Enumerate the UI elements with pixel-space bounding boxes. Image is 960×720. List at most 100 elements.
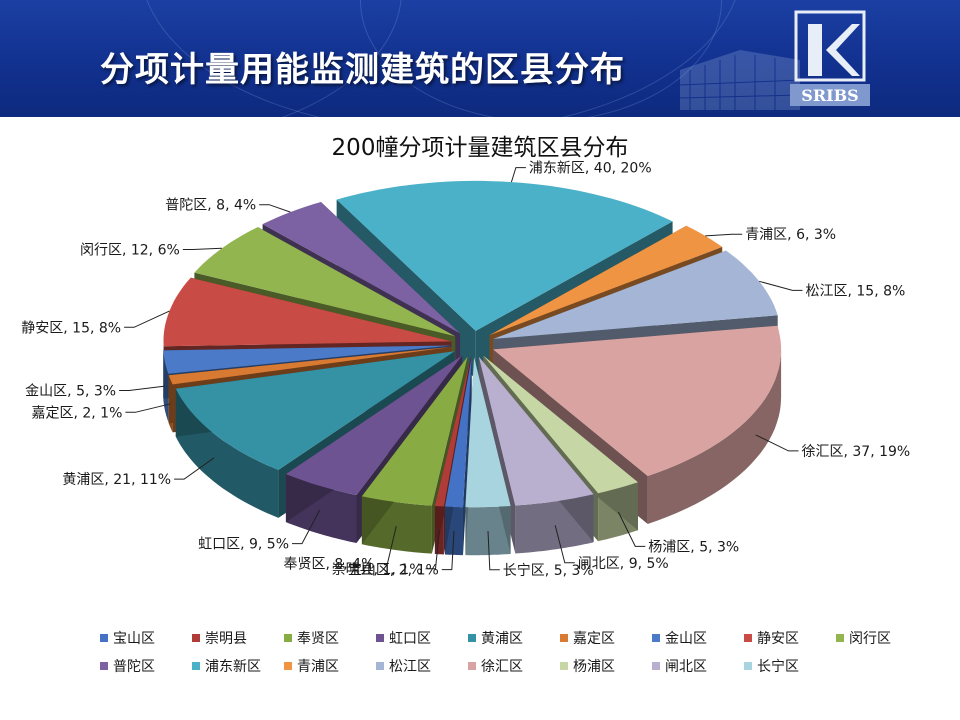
legend-item: 杨浦区 (560, 656, 615, 676)
legend-swatch (560, 662, 568, 670)
slice-徐汇区-wall (647, 349, 782, 524)
legend-swatch (100, 634, 108, 642)
data-label: 奉贤区, 8, 4% (283, 557, 374, 573)
building-graphic (680, 50, 800, 110)
legend-swatch (652, 634, 660, 642)
legend-item: 崇明县 (192, 628, 247, 648)
slice-静安区 (163, 277, 452, 347)
leader-line (125, 403, 171, 413)
slice-嘉定区 (168, 346, 452, 385)
leader-line (182, 247, 222, 250)
slice-浦东新区 (336, 180, 673, 331)
legend-label: 徐汇区 (481, 659, 523, 675)
data-label: 崇明县, 1, 1% (332, 562, 423, 578)
legend-swatch (284, 634, 292, 642)
slice-金山区 (163, 345, 452, 374)
leader-line (259, 204, 291, 213)
legend-item: 松江区 (376, 656, 431, 676)
leader-line (124, 310, 170, 328)
legend-label: 浦东新区 (205, 659, 261, 675)
data-label: 闵行区, 12, 6% (80, 243, 180, 259)
legend-swatch (100, 662, 108, 670)
legend-item: 黄浦区 (468, 628, 523, 648)
data-label: 嘉定区, 2, 1% (31, 405, 122, 421)
legend-swatch (468, 662, 476, 670)
legend-label: 青浦区 (297, 659, 339, 675)
leader-line (705, 233, 743, 237)
legend-label: 黄浦区 (481, 631, 523, 647)
slice-徐汇区 (493, 325, 782, 476)
leader-line (510, 167, 526, 183)
legend-item: 浦东新区 (192, 656, 261, 676)
legend-item: 嘉定区 (560, 628, 615, 648)
data-label: 普陀区, 8, 4% (165, 198, 256, 214)
legend-label: 松江区 (389, 659, 431, 675)
leader-line (554, 525, 575, 564)
data-label: 闸北区, 9, 5% (578, 556, 669, 572)
legend-item: 金山区 (652, 628, 707, 648)
legend-item: 虹口区 (376, 628, 431, 648)
leader-line (755, 434, 799, 452)
slice-黄浦区 (175, 351, 455, 470)
legend-label: 金山区 (665, 631, 707, 647)
legend-swatch (744, 634, 752, 642)
legend-swatch (376, 634, 384, 642)
leader-line (377, 525, 397, 565)
data-label: 宝山区, 2, 1% (348, 563, 439, 579)
legend-label: 闸北区 (665, 659, 707, 675)
data-label: 徐汇区, 37, 19% (802, 444, 911, 460)
data-label: 长宁区, 5, 3% (503, 562, 594, 579)
legend-swatch (468, 634, 476, 642)
legend-label: 宝山区 (113, 631, 155, 647)
leader-line (487, 530, 500, 571)
slice-崇明县 (434, 357, 471, 507)
legend-label: 闵行区 (849, 631, 891, 647)
slice-宝山区 (445, 357, 472, 508)
legend-item: 奉贤区 (284, 628, 339, 648)
header-banner: 分项计量用能监测建筑的区县分布 SRIBS (0, 0, 960, 117)
data-label: 黄浦区, 21, 11% (62, 471, 171, 488)
legend-item: 闵行区 (836, 628, 891, 648)
leader-line (119, 385, 165, 391)
legend-swatch (376, 662, 384, 670)
legend-label: 虹口区 (389, 631, 431, 647)
legend-item: 长宁区 (744, 656, 799, 676)
slice-松江区 (493, 250, 778, 339)
legend-swatch (744, 662, 752, 670)
data-label: 浦东新区, 40, 20% (529, 161, 652, 177)
leader-line (617, 511, 646, 547)
slice-奉贤区 (361, 356, 468, 506)
legend-label: 崇明县 (205, 631, 247, 647)
legend-swatch (836, 634, 844, 642)
data-label: 虹口区, 9, 5% (198, 537, 289, 553)
sribs-logo: SRIBS (790, 10, 870, 106)
legend-item: 宝山区 (100, 628, 155, 648)
data-label: 静安区, 15, 8% (21, 320, 121, 336)
slice-黄浦区-wall (175, 388, 279, 518)
legend-label: 杨浦区 (573, 659, 615, 675)
slice-普陀区 (262, 202, 461, 334)
legend-label: 静安区 (757, 631, 799, 647)
logo-text: SRIBS (801, 86, 858, 105)
page-title: 分项计量用能监测建筑的区县分布 (100, 50, 625, 90)
legend-swatch (192, 634, 200, 642)
data-label: 松江区, 15, 8% (806, 283, 906, 299)
legend-label: 长宁区 (757, 659, 799, 675)
data-label: 杨浦区, 5, 3% (648, 539, 739, 555)
legend-swatch (652, 662, 660, 670)
legend-item: 徐汇区 (468, 656, 523, 676)
slice-长宁区 (465, 357, 511, 508)
leader-line (174, 457, 215, 480)
slice-闵行区 (194, 227, 456, 337)
leader-line (441, 530, 455, 571)
legend-item: 静安区 (744, 628, 799, 648)
slice-长宁区-wall (465, 506, 511, 556)
legend-label: 嘉定区 (573, 631, 615, 647)
legend-item: 闸北区 (652, 656, 707, 676)
legend-swatch (560, 634, 568, 642)
leader-line (292, 509, 321, 545)
slice-青浦区 (489, 225, 723, 336)
legend-item: 普陀区 (100, 656, 155, 676)
legend-swatch (192, 662, 200, 670)
